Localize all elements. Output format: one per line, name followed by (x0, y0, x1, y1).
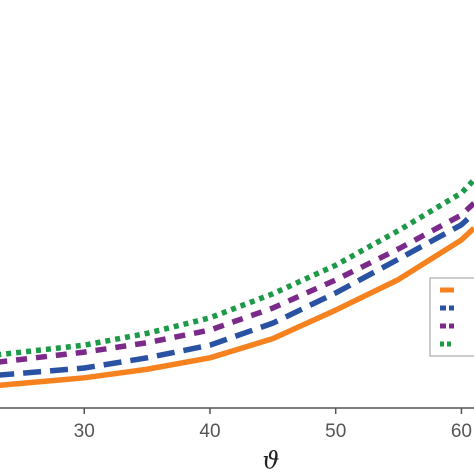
plot-lines (0, 178, 474, 388)
series-line (0, 210, 474, 378)
x-tick-label: 50 (325, 421, 346, 442)
x-axis-label: ϑ (262, 447, 279, 474)
x-tick-label: 40 (199, 421, 220, 442)
legend (440, 287, 454, 347)
x-tick-label: 30 (74, 421, 95, 442)
series-line (0, 178, 474, 358)
x-tick-label: 60 (451, 421, 472, 442)
series-line (0, 201, 474, 365)
series-line (0, 226, 474, 388)
